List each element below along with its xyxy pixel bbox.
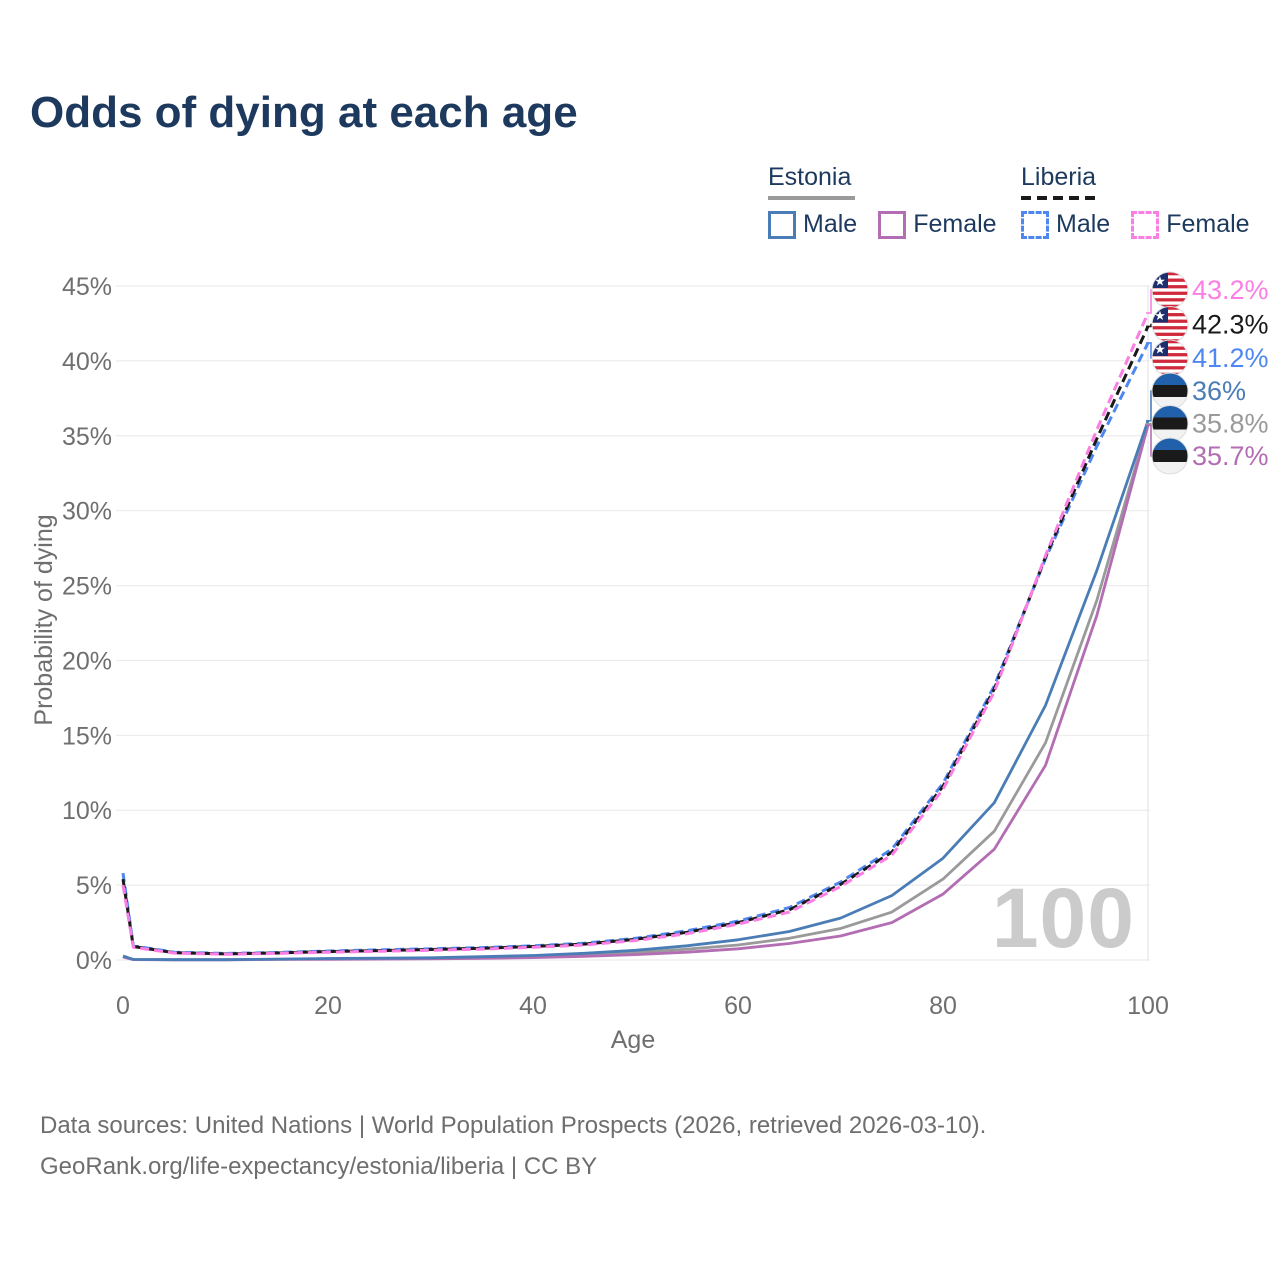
leader-line-estonia-male [1146, 390, 1153, 422]
chart-footer: Data sources: United Nations | World Pop… [40, 1106, 986, 1188]
legend-swatch-liberia-female [1131, 210, 1160, 239]
flag-liberia: ★ [1151, 271, 1189, 309]
legend-country-liberia[interactable]: Liberia [1021, 163, 1250, 200]
x-tick-60: 60 [724, 992, 752, 1020]
x-tick-0: 0 [116, 992, 130, 1020]
legend-item-estonia-female[interactable]: Female [878, 210, 997, 239]
legend-label-estonia-male: Male [803, 210, 858, 238]
y-tick-40: 40% [62, 348, 112, 376]
flag-liberia: ★ [1151, 306, 1189, 343]
y-tick-15: 15% [62, 722, 112, 750]
page-title: Odds of dying at each age [30, 88, 578, 137]
legend-country-estonia[interactable]: Estonia [768, 163, 997, 200]
end-label-liberia-both-sexes: 42.3% [1192, 310, 1269, 340]
estonia-line-style-swatch [768, 196, 855, 200]
svg-text:★: ★ [1154, 308, 1166, 323]
x-tick-40: 40 [519, 992, 547, 1020]
liberia-line-style-swatch [1021, 196, 1099, 200]
x-tick-100: 100 [1127, 992, 1169, 1020]
legend-group-estonia: Estonia Male Female [768, 163, 997, 239]
flag-estonia [1151, 437, 1189, 475]
y-tick-20: 20% [62, 647, 112, 675]
svg-text:★: ★ [1154, 342, 1166, 357]
y-tick-45: 45% [62, 273, 112, 301]
footer-attribution[interactable]: GeoRank.org/life-expectancy/estonia/libe… [40, 1152, 598, 1180]
series-line-estonia-male [122, 420, 1150, 962]
flag-estonia [1151, 405, 1189, 442]
legend-label-liberia-female: Female [1166, 210, 1250, 238]
x-tick-80: 80 [929, 992, 957, 1020]
flag-liberia: ★ [1151, 339, 1189, 377]
legend-swatch-liberia-male [1021, 210, 1049, 239]
legend-swatch-estonia-male [768, 210, 796, 239]
watermark-age-100: 100 [991, 871, 1135, 965]
x-tick-20: 20 [314, 992, 342, 1020]
x-axis-label: Age [611, 1026, 655, 1054]
legend-country-liberia-label: Liberia [1021, 163, 1097, 191]
legend-group-liberia: Liberia Male Female [1021, 163, 1250, 239]
series-line-liberia-male [121, 342, 1150, 955]
y-tick-0: 0% [76, 947, 112, 975]
end-label-estonia-both-sexes: 35.8% [1192, 409, 1269, 439]
y-tick-10: 10% [62, 797, 112, 825]
end-label-liberia-male: 41.2% [1192, 343, 1269, 373]
legend-label-estonia-female: Female [913, 210, 997, 238]
legend-swatch-estonia-female [878, 210, 907, 239]
end-label-liberia-female: 43.2% [1192, 275, 1269, 305]
legend-label-liberia-male: Male [1056, 210, 1111, 238]
y-tick-5: 5% [76, 872, 112, 900]
legend-country-estonia-label: Estonia [768, 163, 852, 191]
svg-text:★: ★ [1154, 274, 1166, 289]
footer-data-sources: Data sources: United Nations | World Pop… [40, 1112, 987, 1139]
end-label-estonia-female: 35.7% [1192, 441, 1269, 471]
series-line-liberia-female [121, 312, 1150, 956]
series-line-liberia-both-sexes [121, 325, 1150, 956]
legend-item-estonia-male[interactable]: Male [768, 210, 857, 239]
end-label-estonia-male: 36% [1192, 376, 1246, 406]
y-tick-25: 25% [62, 573, 112, 601]
y-tick-30: 30% [62, 498, 112, 526]
legend-item-liberia-female[interactable]: Female [1131, 210, 1250, 239]
flag-estonia [1151, 372, 1189, 410]
y-tick-35: 35% [62, 423, 112, 451]
y-axis-label: Probability of dying [30, 514, 58, 725]
legend-item-liberia-male[interactable]: Male [1021, 210, 1110, 239]
